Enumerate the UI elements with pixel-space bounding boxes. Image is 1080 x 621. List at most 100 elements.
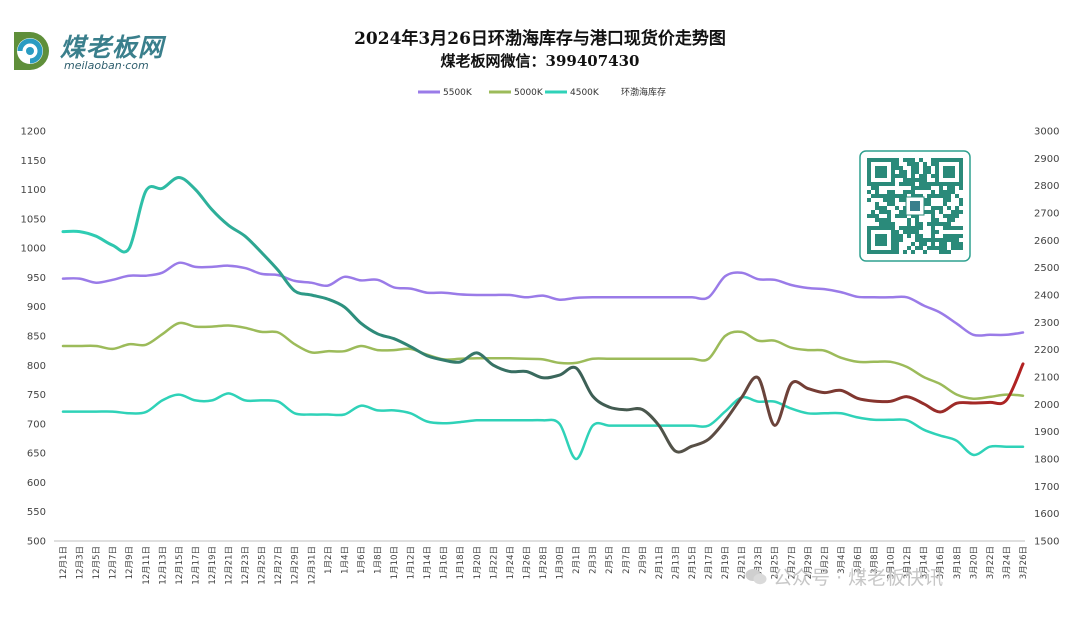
- x-tick-label: 3月2日: [820, 546, 830, 574]
- watermark: 公众号 · 煤老板快讯: [745, 563, 943, 590]
- x-tick-label: 2月27日: [787, 546, 797, 579]
- chart-subtitle: 煤老板网微信：399407430: [440, 52, 640, 70]
- x-tick-label: 1月8日: [373, 546, 383, 574]
- x-tick-label: 1月26日: [522, 546, 532, 579]
- right-tick-label: 2900: [1034, 154, 1059, 165]
- right-tick-label: 2700: [1034, 209, 1059, 220]
- right-tick-label: 2200: [1034, 345, 1059, 356]
- logo-text: 煤老板网: [60, 33, 165, 62]
- x-tick-label: 3月18日: [953, 546, 963, 579]
- x-tick-label: 1月18日: [456, 546, 466, 579]
- left-tick-label: 650: [27, 449, 46, 460]
- logo-url-text: meilaoban·com: [64, 59, 149, 72]
- right-tick-label: 2800: [1034, 181, 1059, 192]
- left-tick-label: 850: [27, 332, 46, 343]
- x-tick-label: 2月23日: [754, 546, 764, 579]
- left-tick-label: 600: [27, 478, 46, 489]
- x-tick-label: 2月19日: [721, 546, 731, 579]
- x-tick-label: 2月7日: [622, 546, 632, 574]
- x-tick-label: 12月25日: [258, 546, 268, 585]
- x-tick-label: 3月22日: [986, 546, 996, 579]
- x-tick-label: 1月16日: [440, 546, 450, 579]
- x-tick-label: 2月21日: [738, 546, 748, 579]
- x-tick-label: 1月24日: [506, 546, 516, 579]
- left-tick-label: 1150: [21, 156, 46, 167]
- x-tick-label: 3月4日: [837, 546, 847, 574]
- left-y-ticks: 1200 1150 1100 1050 1000 950 900 850 800 750 700 65…: [21, 127, 46, 548]
- chart-title: 2024年3月26日环渤海库存与港口现货价走势图: [354, 29, 726, 49]
- watermark-text: 公众号 · 煤老板快讯: [773, 567, 944, 589]
- legend-label: 4500K: [570, 88, 600, 98]
- left-tick-label: 1000: [21, 244, 46, 255]
- logo: 煤老板网 meilaoban·com: [8, 26, 208, 76]
- series-line-2: [61, 321, 1025, 401]
- series-line-3: [61, 392, 1025, 461]
- x-tick-label: 12月11日: [142, 546, 152, 585]
- right-tick-label: 2500: [1034, 263, 1059, 274]
- x-tick-label: 3月20日: [969, 546, 979, 579]
- x-tick-label: 1月20日: [473, 546, 483, 579]
- x-tick-label: 12月23日: [241, 546, 251, 585]
- x-tick-label: 12月3日: [76, 546, 86, 579]
- x-tick-label: 12月29日: [291, 546, 301, 585]
- x-tick-label: 12月27日: [274, 546, 284, 585]
- left-tick-label: 1100: [21, 185, 46, 196]
- x-tick-label: 2月15日: [688, 546, 698, 579]
- right-tick-label: 2400: [1034, 291, 1059, 302]
- x-tick-label: 1月4日: [340, 546, 350, 574]
- legend-label: 5000K: [514, 88, 544, 98]
- right-y-ticks: 3000 2900 2800 2700 2600 2500 2400 2300 2200 2100…: [1034, 127, 1059, 548]
- x-tick-label: 2月29日: [804, 546, 814, 579]
- x-tick-label: 3月8日: [870, 546, 880, 574]
- series-line-4: [61, 176, 1025, 454]
- x-tick-label: 2月11日: [655, 546, 665, 579]
- right-tick-label: 1800: [1034, 455, 1059, 466]
- x-tick-label: 3月10日: [887, 546, 897, 579]
- legend: 5500K 5000K 4500K 环渤海库存: [418, 86, 666, 98]
- right-tick-label: 3000: [1034, 127, 1059, 138]
- x-tick-label: 12月31日: [307, 546, 317, 585]
- x-tick-label: 3月6日: [853, 546, 863, 574]
- x-tick-label: 2月9日: [638, 546, 648, 574]
- right-tick-label: 1600: [1034, 509, 1059, 520]
- x-tick-label: 2月25日: [771, 546, 781, 579]
- x-tick-label: 12月7日: [109, 546, 119, 579]
- x-tick-label: 12月1日: [59, 546, 69, 579]
- x-tick-label: 2月17日: [705, 546, 715, 579]
- x-tick-label: 12月21日: [225, 546, 235, 585]
- left-tick-label: 750: [27, 390, 46, 401]
- x-tick-label: 2月3日: [589, 546, 599, 574]
- left-tick-label: 700: [27, 419, 46, 430]
- x-tick-label: 12月5日: [92, 546, 102, 579]
- left-tick-label: 950: [27, 273, 46, 284]
- qr-code-icon: [859, 150, 971, 262]
- x-tick-label: 2月5日: [605, 546, 615, 574]
- x-tick-label: 3月24日: [1002, 546, 1012, 579]
- right-tick-label: 2300: [1034, 318, 1059, 329]
- x-tick-label: 1月22日: [489, 546, 499, 579]
- x-tick-label: 12月17日: [191, 546, 201, 585]
- left-tick-label: 900: [27, 302, 46, 313]
- wechat-icon: [745, 569, 767, 585]
- x-tick-label: 12月19日: [208, 546, 218, 585]
- x-tick-label: 2月1日: [572, 546, 582, 574]
- x-tick-label: 1月14日: [423, 546, 433, 579]
- left-tick-label: 1200: [21, 127, 46, 138]
- x-tick-label: 1月12日: [407, 546, 417, 579]
- x-tick-label: 1月10日: [390, 546, 400, 579]
- x-tick-label: 3月14日: [920, 546, 930, 579]
- series-line-1: [61, 261, 1025, 337]
- x-tick-label: 1月30日: [556, 546, 566, 579]
- left-tick-label: 500: [27, 537, 46, 548]
- legend-label: 5500K: [443, 88, 473, 98]
- x-tick-label: 12月9日: [125, 546, 135, 579]
- x-tick-label: 3月26日: [1019, 546, 1029, 579]
- left-tick-label: 550: [27, 507, 46, 518]
- x-tick-label: 1月6日: [357, 546, 367, 574]
- x-tick-label: 1月28日: [539, 546, 549, 579]
- x-tick-label: 3月16日: [936, 546, 946, 579]
- x-tick-label: 1月2日: [324, 546, 334, 574]
- legend-label: 环渤海库存: [621, 86, 666, 98]
- x-tick-label: 12月15日: [175, 546, 185, 585]
